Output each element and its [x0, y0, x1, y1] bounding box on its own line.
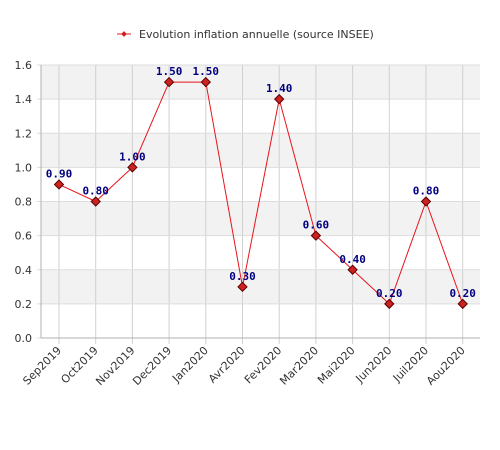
data-point — [53, 179, 65, 190]
data-label: 0.30 — [229, 270, 256, 283]
x-axis-ticks: Sep2019Oct2019Nov2019Dec2019Jan2020Avr20… — [20, 344, 467, 388]
x-tick-label: Jun2020 — [353, 344, 395, 386]
series-markers — [53, 76, 468, 310]
x-tick-label: Mai2020 — [315, 344, 358, 387]
y-tick-label: 1.0 — [15, 161, 33, 174]
data-point — [200, 76, 212, 88]
y-tick-label: 0.8 — [15, 196, 33, 209]
plot-band — [41, 65, 480, 100]
plot-band — [41, 133, 480, 168]
series-line-group — [58, 81, 464, 305]
x-tick-label: Nov2019 — [93, 344, 137, 388]
data-point — [420, 196, 432, 207]
data-point — [237, 281, 248, 293]
x-tick-label: Aou2020 — [424, 344, 468, 388]
y-tick-label: 0.2 — [15, 298, 33, 311]
series-line — [58, 81, 464, 305]
legend: Evolution inflation annuelle (source INS… — [117, 28, 374, 41]
y-tick-label: 1.4 — [15, 93, 33, 106]
data-point — [384, 298, 395, 310]
x-tick-label: Avr2020 — [206, 344, 248, 386]
data-point — [347, 264, 358, 275]
data-point — [163, 76, 175, 88]
data-label: 0.20 — [449, 287, 476, 300]
x-tick-label: Jan2020 — [169, 344, 211, 386]
y-tick-label: 0.6 — [15, 230, 33, 243]
data-label: 0.20 — [376, 287, 403, 300]
plot-band — [41, 269, 480, 304]
y-axis-ticks: 0.0 0.2 0.4 0.6 0.8 1.0 1.2 1.4 1.6 — [15, 59, 33, 345]
y-tick-label: 1.6 — [15, 59, 33, 72]
x-tick-label: Mar2020 — [277, 344, 321, 388]
data-label: 0.80 — [82, 185, 109, 198]
data-label: 0.90 — [46, 167, 73, 180]
legend-marker-swatch — [121, 31, 127, 37]
y-tick-label: 0.0 — [15, 332, 33, 345]
x-tick-label: Sep2019 — [20, 344, 64, 388]
data-label: 0.80 — [413, 185, 440, 198]
data-label: 1.50 — [193, 65, 220, 78]
axes — [40, 65, 480, 339]
data-label: 0.60 — [303, 219, 330, 232]
data-label: 1.40 — [266, 82, 293, 95]
y-tick-label: 1.2 — [15, 127, 33, 140]
plot-bands — [41, 65, 480, 304]
data-point — [310, 230, 322, 241]
legend-label: Evolution inflation annuelle (source INS… — [139, 28, 374, 41]
y-tick-label: 0.4 — [15, 264, 33, 277]
data-point — [273, 93, 285, 105]
data-point — [90, 196, 101, 207]
plot-band — [41, 201, 480, 236]
data-point — [127, 162, 138, 173]
data-label: 1.50 — [156, 65, 183, 78]
data-label: 0.40 — [339, 253, 366, 266]
data-label: 1.00 — [119, 150, 146, 163]
x-tick-label: Dec2019 — [130, 344, 174, 388]
data-point — [457, 298, 468, 310]
data-labels: 0.90 0.80 1.00 1.50 1.50 0.30 1.40 0.60 0.40 0.20… — [46, 65, 476, 300]
